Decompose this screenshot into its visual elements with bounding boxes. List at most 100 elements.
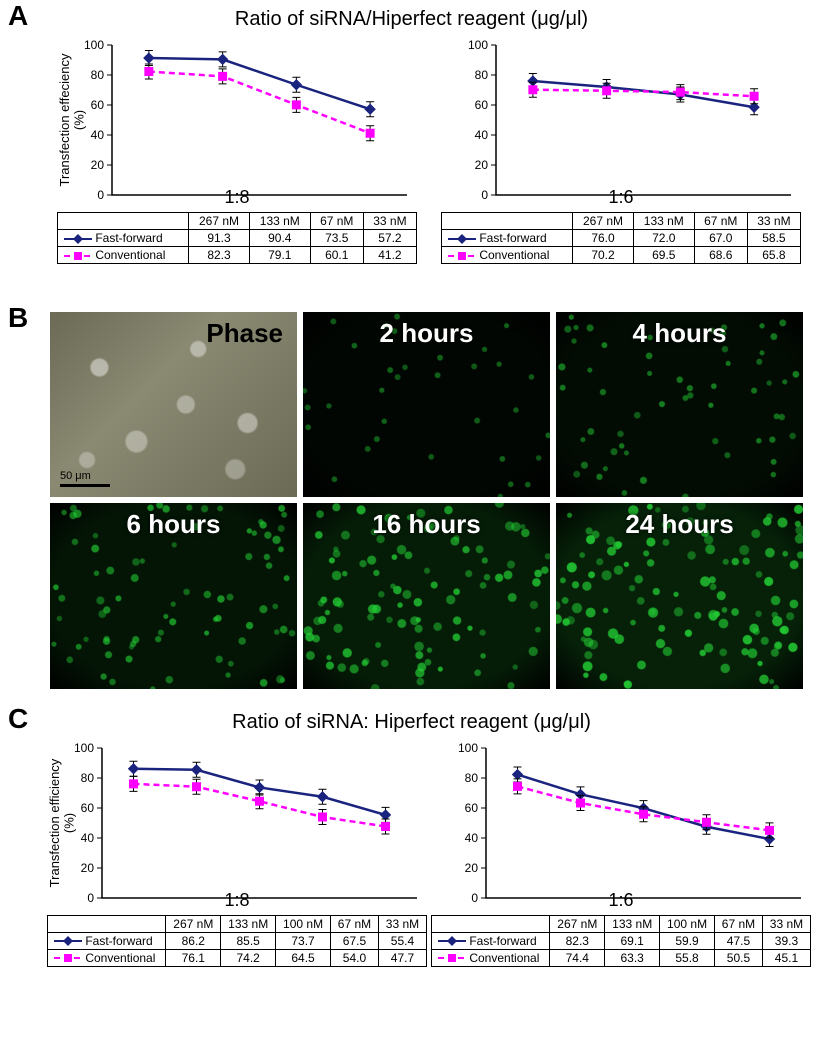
micro-label: 6 hours [50,509,297,540]
panel-a-chart1: 020406080100Transfection effeciency(%)1:… [57,35,417,264]
table-cell: 64.5 [276,949,331,966]
table-row-head: Fast-forward [432,932,550,949]
panel-c-label: C [8,703,28,735]
table-cell: 79.1 [249,247,310,264]
table-cell: 76.0 [573,230,634,247]
ratio-label: 1:6 [431,890,811,911]
table-cell: 69.5 [633,247,694,264]
ratio-label: 1:6 [441,187,801,208]
table-cell: 54.0 [331,949,379,966]
table-header: 133 nM [221,915,276,932]
table-cell: 82.3 [189,247,250,264]
table-row-head: Conventional [442,247,573,264]
table-row-head: Conventional [58,247,189,264]
micro-cell: 4 hours [556,312,803,497]
micro-cell: Phase 50 μm [50,312,297,497]
table-header: 267 nM [550,915,605,932]
panel-a-label: A [8,0,28,32]
table-cell: 85.5 [221,932,276,949]
line-chart: 020406080100Transfection efficiency(%) [47,738,427,908]
line-chart: 020406080100 [431,738,811,908]
panel-c: C Ratio of siRNA: Hiperfect reagent (μg/… [0,703,823,1011]
svg-text:40: 40 [91,128,105,142]
square-marker-icon [54,952,82,964]
table-cell: 73.7 [276,932,331,949]
table-cell: 91.3 [189,230,250,247]
table-cell: 67.0 [694,230,747,247]
table-cell: 69.1 [605,932,660,949]
svg-text:20: 20 [81,861,95,875]
micro-cell: 6 hours [50,503,297,688]
table-header: 33 nM [747,213,800,230]
table-row-head: Fast-forward [442,230,573,247]
table-cell: 65.8 [747,247,800,264]
table-cell: 41.2 [363,247,416,264]
chart-data-table: 267 nM133 nM67 nM33 nM Fast-forward76.07… [441,212,801,264]
micro-label: 4 hours [556,318,803,349]
svg-text:60: 60 [91,98,105,112]
table-cell: 55.4 [378,932,426,949]
scale-bar: 50 μm [60,470,110,487]
table-header: 33 nM [378,915,426,932]
table-cell: 63.3 [605,949,660,966]
diamond-marker-icon [438,935,466,947]
svg-text:20: 20 [475,158,489,172]
chart-data-table: 267 nM133 nM67 nM33 nM Fast-forward91.39… [57,212,417,264]
panel-c-chart1: 020406080100Transfection efficiency(%)1:… [47,738,427,967]
table-header: 67 nM [715,915,763,932]
svg-text:100: 100 [84,38,104,52]
svg-text:60: 60 [81,801,95,815]
table-row-head: Fast-forward [48,932,166,949]
svg-text:Transfection efficiency(%): Transfection efficiency(%) [47,758,76,887]
chart-data-table: 267 nM133 nM100 nM67 nM33 nM Fast-forwar… [431,915,811,967]
table-cell: 58.5 [747,230,800,247]
svg-text:20: 20 [465,861,479,875]
table-cell: 74.4 [550,949,605,966]
panel-b-label: B [8,302,28,334]
micro-cell: 2 hours [303,312,550,497]
square-marker-icon [64,250,92,262]
table-cell: 72.0 [633,230,694,247]
table-cell: 67.5 [331,932,379,949]
line-chart: 020406080100Transfection effeciency(%) [57,35,417,205]
table-header: 67 nM [331,915,379,932]
table-cell: 76.1 [166,949,221,966]
table-cell: 59.9 [660,932,715,949]
svg-text:Transfection effeciency(%): Transfection effeciency(%) [57,53,86,186]
svg-text:40: 40 [475,128,489,142]
micro-label: Phase [206,318,297,349]
table-header: 267 nM [189,213,250,230]
micro-label: 24 hours [556,509,803,540]
table-header: 33 nM [363,213,416,230]
svg-text:40: 40 [465,831,479,845]
table-header: 67 nM [310,213,363,230]
table-cell: 45.1 [762,949,810,966]
table-header: 100 nM [276,915,331,932]
table-header: 133 nM [249,213,310,230]
square-marker-icon [448,250,476,262]
panel-a: A Ratio of siRNA/Hiperfect reagent (μg/μ… [0,0,823,298]
table-cell: 60.1 [310,247,363,264]
ratio-label: 1:8 [57,187,417,208]
panel-c-title: Ratio of siRNA: Hiperfect reagent (μg/μl… [0,711,823,734]
chart-data-table: 267 nM133 nM100 nM67 nM33 nM Fast-forwar… [47,915,427,967]
svg-text:100: 100 [458,741,478,755]
diamond-marker-icon [448,233,476,245]
svg-text:80: 80 [475,68,489,82]
table-cell: 39.3 [762,932,810,949]
table-header: 133 nM [605,915,660,932]
diamond-marker-icon [64,233,92,245]
diamond-marker-icon [54,935,82,947]
table-header: 267 nM [166,915,221,932]
panel-c-chart2: 0204060801001:6 267 nM133 nM100 nM67 nM3… [431,738,811,967]
svg-text:20: 20 [91,158,105,172]
panel-c-charts: 020406080100Transfection efficiency(%)1:… [0,738,823,967]
svg-text:80: 80 [465,771,479,785]
table-cell: 55.8 [660,949,715,966]
table-cell: 86.2 [166,932,221,949]
table-header: 33 nM [762,915,810,932]
table-row-head: Conventional [48,949,166,966]
table-cell: 82.3 [550,932,605,949]
table-header: 267 nM [573,213,634,230]
micro-label: 16 hours [303,509,550,540]
